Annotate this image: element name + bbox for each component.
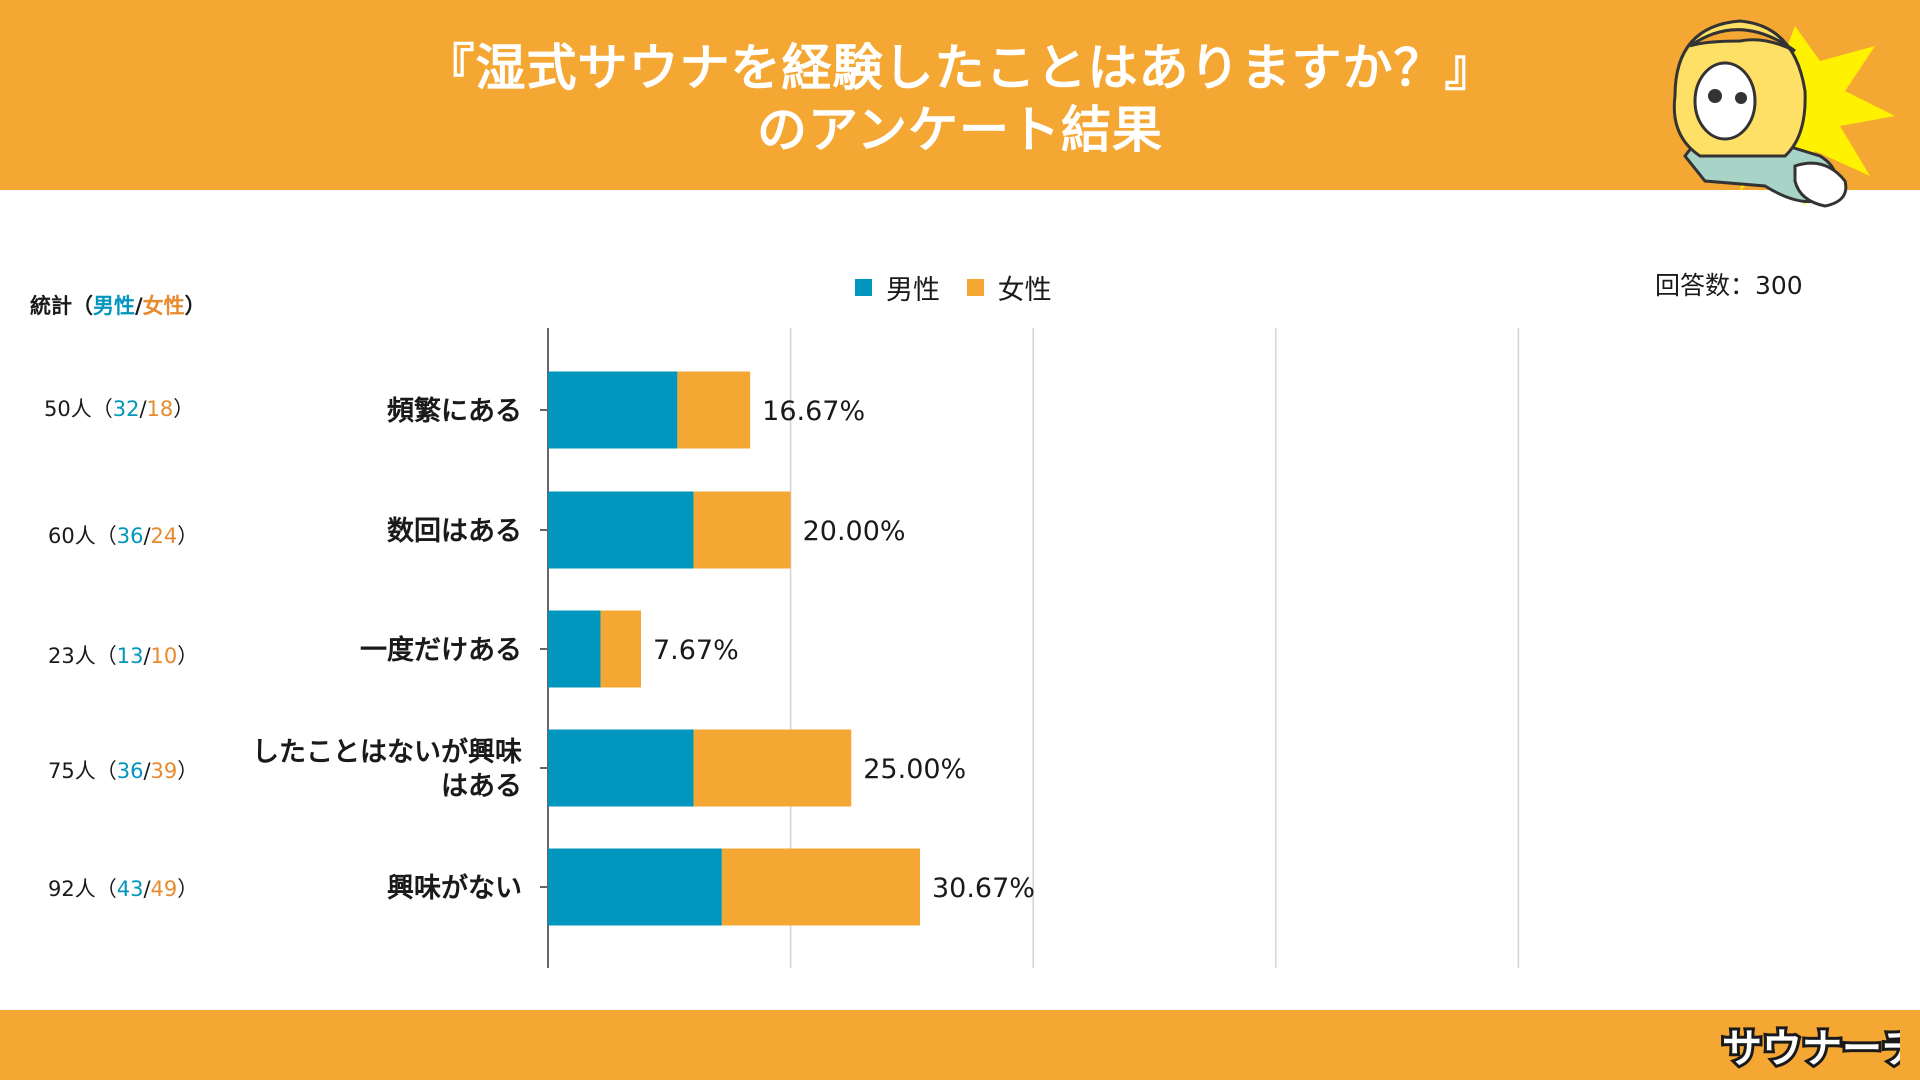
data-label: 16.67% bbox=[762, 396, 865, 427]
stat-total: 23人（ bbox=[48, 644, 117, 668]
stats-heading-prefix: 統計（ bbox=[30, 294, 93, 318]
footer-logo: サウナーチ bbox=[1720, 1023, 1900, 1075]
bar-male bbox=[548, 610, 601, 688]
stat-female: 18 bbox=[146, 397, 174, 421]
category-label: 一度だけある bbox=[360, 634, 522, 666]
stats-heading-suffix: ） bbox=[184, 294, 206, 318]
chart-legend: 男性 女性 bbox=[855, 268, 1070, 306]
stat-row: 50人（32/18） bbox=[44, 393, 194, 423]
stat-total: 75人（ bbox=[48, 759, 117, 783]
bar-female bbox=[721, 848, 920, 926]
stat-slash: / bbox=[143, 524, 151, 548]
stats-heading-female: 女性 bbox=[142, 294, 185, 318]
bar-male bbox=[548, 371, 678, 449]
legend-swatch-female bbox=[966, 279, 984, 296]
bar-female bbox=[693, 491, 791, 569]
response-count: 回答数：300 bbox=[1655, 271, 1803, 300]
stat-male: 36 bbox=[116, 759, 144, 783]
data-label: 20.00% bbox=[803, 516, 906, 547]
legend-item-female: 女性 bbox=[966, 268, 1052, 307]
mascot-illustration bbox=[1672, 19, 1895, 208]
page-title-line-1: 『湿式サウナを経験したことはありますか？』 bbox=[424, 39, 1496, 97]
stat-row: 23人（13/10） bbox=[48, 640, 198, 670]
stat-row: 75人（36/39） bbox=[48, 755, 198, 785]
stat-female: 24 bbox=[150, 524, 178, 548]
footer-banner bbox=[0, 1010, 1920, 1080]
stat-male: 43 bbox=[116, 877, 144, 901]
data-label: 7.67% bbox=[653, 635, 739, 666]
category-label: 数回はある bbox=[387, 516, 522, 547]
legend-label-female: 女性 bbox=[997, 275, 1052, 306]
stat-slash: / bbox=[139, 397, 147, 421]
stat-female: 10 bbox=[150, 644, 178, 668]
stat-male: 13 bbox=[116, 644, 144, 668]
category-label: したことはないが興味 bbox=[252, 736, 522, 768]
stat-male: 36 bbox=[116, 524, 144, 548]
stat-slash: / bbox=[143, 877, 151, 901]
bar-female bbox=[600, 610, 641, 688]
stat-slash: / bbox=[143, 759, 151, 783]
stat-close: ） bbox=[173, 397, 195, 421]
stat-row: 92人（43/49） bbox=[48, 873, 198, 903]
legend-item-male: 男性 bbox=[855, 268, 940, 307]
stats-heading-male: 男性 bbox=[93, 294, 135, 318]
stats-heading: 統計（男性/女性） bbox=[30, 290, 206, 320]
page-title-line-2: のアンケート結果 bbox=[757, 101, 1163, 159]
header-banner bbox=[0, 0, 1920, 190]
stat-close: ） bbox=[177, 877, 199, 901]
stat-male: 32 bbox=[112, 397, 140, 421]
category-label: はある bbox=[441, 771, 522, 802]
footer-logo-text: サウナーチ bbox=[1722, 1026, 1900, 1072]
stat-total: 60人（ bbox=[48, 524, 117, 548]
category-label: 頻繁にある bbox=[387, 396, 522, 427]
stat-female: 39 bbox=[150, 759, 178, 783]
bar-male bbox=[548, 491, 694, 569]
stat-row: 60人（36/24） bbox=[48, 520, 198, 550]
stat-close: ） bbox=[177, 524, 199, 548]
bar-female bbox=[677, 371, 751, 449]
stats-heading-slash: / bbox=[135, 294, 143, 318]
bar-male bbox=[548, 848, 722, 926]
data-label: 25.00% bbox=[863, 754, 966, 785]
legend-label-male: 男性 bbox=[886, 275, 940, 306]
bar-male bbox=[548, 729, 694, 807]
category-label: 興味がない bbox=[387, 872, 522, 904]
stat-total: 50人（ bbox=[44, 397, 113, 421]
stat-slash: / bbox=[143, 644, 151, 668]
stat-close: ） bbox=[177, 644, 199, 668]
stat-close: ） bbox=[177, 759, 199, 783]
bar-female bbox=[693, 729, 852, 807]
stat-total: 92人（ bbox=[48, 877, 117, 901]
stat-female: 49 bbox=[150, 877, 178, 901]
data-label: 30.67% bbox=[932, 873, 1035, 904]
legend-swatch-male bbox=[855, 279, 872, 296]
